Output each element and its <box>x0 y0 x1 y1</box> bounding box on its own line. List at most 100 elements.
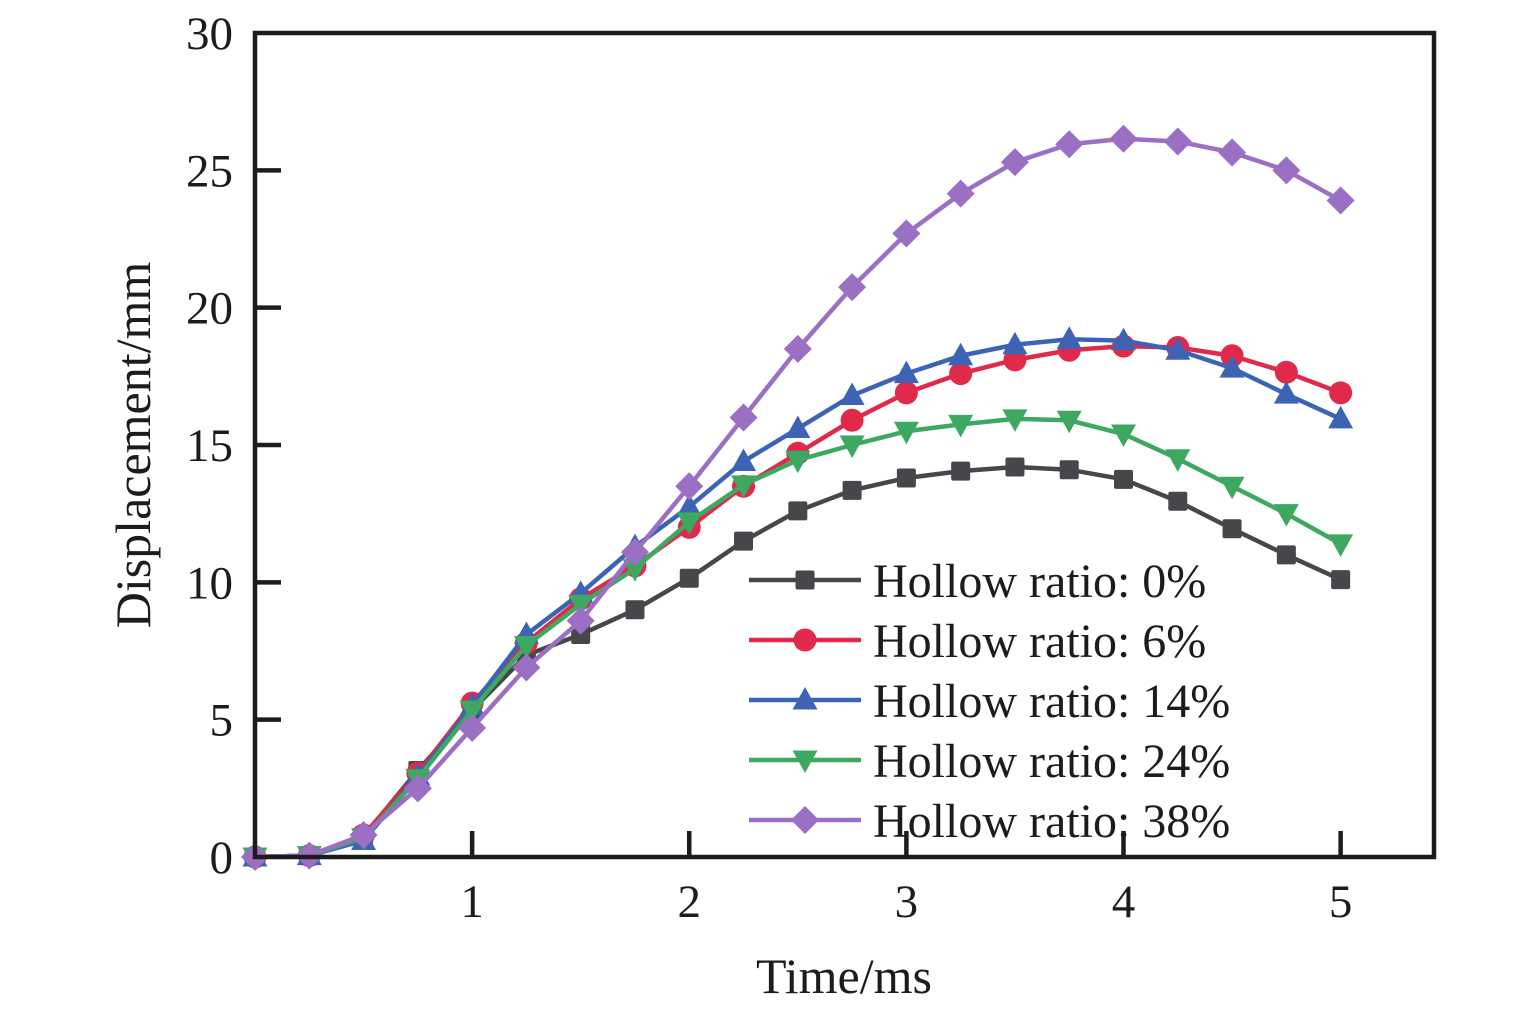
data-point-marker <box>403 774 432 803</box>
data-point-marker <box>675 472 704 501</box>
data-point-marker <box>1219 355 1245 378</box>
legend: Hollow ratio: 0% Hollow ratio: 6% Hollow r… <box>749 555 1230 848</box>
x-axis-label: Time/ms <box>756 948 932 1004</box>
data-point-marker <box>1111 327 1137 351</box>
y-tick-label: 0 <box>210 832 234 884</box>
x-tick-label: 5 <box>1329 876 1353 928</box>
data-point-marker <box>566 606 595 635</box>
data-point-marker <box>1326 186 1355 215</box>
data-point-marker <box>946 179 975 208</box>
data-point-marker <box>948 342 974 366</box>
data-point-marker <box>622 559 648 582</box>
data-point-marker <box>1328 534 1354 557</box>
legend-item-hollow-ratio-14: Hollow ratio: 14% <box>749 675 1230 728</box>
data-point-marker <box>1168 491 1188 511</box>
y-tick-label: 15 <box>186 420 233 472</box>
data-point-marker <box>734 531 754 551</box>
y-tick-label: 10 <box>186 557 233 609</box>
data-point-marker <box>840 408 864 432</box>
data-point-marker <box>731 448 757 471</box>
data-point-marker <box>1059 460 1079 480</box>
data-point-marker <box>1056 410 1082 434</box>
data-point-marker <box>839 435 865 458</box>
axis-ticks-layer: 1 2 3 4 5 0 5 10 15 20 25 30 <box>186 8 1352 928</box>
data-point-marker <box>1165 449 1191 472</box>
data-point-marker <box>1273 504 1299 527</box>
data-point-marker <box>1163 127 1192 156</box>
legend-label: Hollow ratio: 24% <box>873 735 1230 788</box>
legend-label: Hollow ratio: 38% <box>873 795 1230 848</box>
data-point-marker <box>513 636 539 659</box>
data-point-marker <box>620 538 649 567</box>
legend-item-hollow-ratio-38: Hollow ratio: 38% <box>749 795 1230 848</box>
legend-marker-diamond <box>791 806 819 834</box>
data-point-marker <box>1219 476 1245 500</box>
data-point-marker <box>1111 424 1137 448</box>
legend-label: Hollow ratio: 0% <box>873 555 1206 608</box>
data-point-marker <box>1329 381 1353 405</box>
data-point-marker <box>729 403 758 432</box>
data-point-marker <box>788 501 808 521</box>
data-point-marker <box>731 475 757 498</box>
data-point-marker <box>785 415 811 439</box>
data-point-marker <box>1056 326 1082 349</box>
data-point-marker <box>458 713 487 742</box>
data-point-marker <box>893 360 919 384</box>
data-point-marker <box>676 493 702 517</box>
data-point-marker <box>1331 570 1351 590</box>
data-point-marker <box>839 382 865 406</box>
data-point-marker <box>349 821 378 850</box>
data-point-marker <box>1005 457 1025 477</box>
data-point-marker <box>951 461 971 481</box>
x-tick-label: 2 <box>678 876 702 928</box>
data-point-marker <box>1274 360 1298 384</box>
data-point-marker <box>1055 130 1084 159</box>
y-tick-label: 20 <box>186 283 233 335</box>
data-point-marker <box>1002 409 1028 432</box>
data-point-marker <box>1328 405 1354 429</box>
data-point-marker <box>894 381 918 405</box>
y-axis-label: Displacement/mm <box>105 262 161 629</box>
data-point-marker <box>785 450 811 474</box>
legend-marker-square <box>795 570 815 590</box>
data-point-marker <box>625 600 645 620</box>
data-point-marker <box>1109 124 1138 153</box>
legend-item-hollow-ratio-0: Hollow ratio: 0% <box>749 555 1206 608</box>
data-point-marker <box>838 273 867 302</box>
data-point-marker <box>1218 138 1247 167</box>
legend-marker-triangle-down <box>792 750 818 773</box>
data-point-marker <box>512 653 541 682</box>
data-point-marker <box>892 219 921 248</box>
x-tick-label: 1 <box>460 876 484 928</box>
data-point-marker <box>893 421 919 445</box>
series-hollow-ratio-38 <box>241 124 1355 871</box>
data-point-marker <box>1222 519 1242 539</box>
data-point-marker <box>1002 331 1028 355</box>
data-point-marker <box>679 568 699 588</box>
data-point-marker <box>949 362 973 386</box>
data-point-marker <box>1272 156 1301 185</box>
data-point-marker <box>896 468 916 488</box>
x-tick-label: 4 <box>1112 876 1136 928</box>
legend-label: Hollow ratio: 6% <box>873 615 1206 668</box>
data-point-marker <box>568 594 594 618</box>
data-point-marker <box>783 334 812 363</box>
legend-item-hollow-ratio-6: Hollow ratio: 6% <box>749 615 1206 668</box>
legend-marker-circle <box>793 628 817 652</box>
data-point-marker <box>842 480 862 500</box>
y-tick-label: 5 <box>210 695 234 747</box>
data-point-marker <box>459 700 485 724</box>
data-point-marker <box>1276 545 1296 565</box>
data-point-marker <box>1273 381 1299 404</box>
data-point-marker <box>1165 337 1191 360</box>
legend-marker-triangle-up <box>792 687 818 710</box>
series-layer <box>241 124 1355 871</box>
legend-label: Hollow ratio: 14% <box>873 675 1230 728</box>
data-point-marker <box>1000 148 1029 177</box>
data-point-marker <box>948 414 974 438</box>
y-tick-label: 30 <box>186 8 233 60</box>
legend-item-hollow-ratio-24: Hollow ratio: 24% <box>749 735 1230 788</box>
x-tick-label: 3 <box>895 876 919 928</box>
